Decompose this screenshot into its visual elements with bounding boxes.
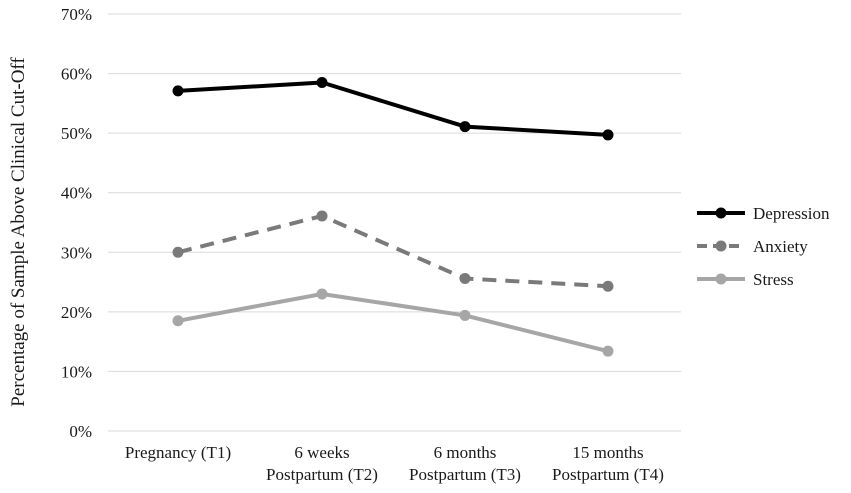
anxiety-point (459, 272, 471, 284)
stress-point (172, 315, 184, 327)
depression-point (172, 85, 184, 97)
y-tick-label: 40% (61, 184, 92, 203)
stress-line (177, 291, 609, 354)
legend-stress-marker (715, 273, 727, 285)
y-tick-label: 60% (61, 65, 92, 84)
gridlines (108, 13, 681, 432)
legend: Depression Anxiety Stress (697, 204, 830, 289)
y-tick-label: 0% (69, 422, 92, 441)
stress-point (602, 345, 614, 357)
stress-point (316, 288, 328, 300)
x-axis-ticks: Pregnancy (T1) 6 weeks Postpartum (T2) 6 mo… (125, 443, 664, 484)
anxiety-point (602, 280, 614, 292)
y-tick-label: 70% (61, 5, 92, 24)
y-tick-label: 10% (61, 362, 92, 381)
anxiety-point (316, 210, 328, 222)
series-group (172, 77, 614, 357)
legend-depression-marker (715, 207, 727, 219)
legend-anxiety-label: Anxiety (753, 237, 808, 256)
y-tick-label: 50% (61, 124, 92, 143)
legend-depression-label: Depression (753, 204, 830, 223)
y-tick-label: 30% (61, 243, 92, 262)
y-axis-title: Percentage of Sample Above Clinical Cut-… (8, 57, 29, 407)
x-tick-label: 6 months Postpartum (T3) (409, 443, 521, 484)
depression-point (602, 129, 614, 141)
stress-point (459, 309, 471, 321)
anxiety-point (172, 246, 184, 258)
x-tick-label: 15 months Postpartum (T4) (552, 443, 664, 484)
legend-anxiety-marker (715, 240, 727, 252)
depression-point (316, 77, 328, 89)
x-tick-label: Pregnancy (T1) (125, 443, 231, 462)
y-axis-ticks: 0% 10% 20% 30% 40% 50% 60% 70% (61, 5, 92, 441)
x-tick-label: 6 weeks Postpartum (T2) (266, 443, 378, 484)
legend-stress-label: Stress (753, 270, 794, 289)
depression-line (177, 80, 609, 137)
anxiety-line (177, 213, 609, 289)
y-tick-label: 20% (61, 303, 92, 322)
depression-point (459, 121, 471, 133)
